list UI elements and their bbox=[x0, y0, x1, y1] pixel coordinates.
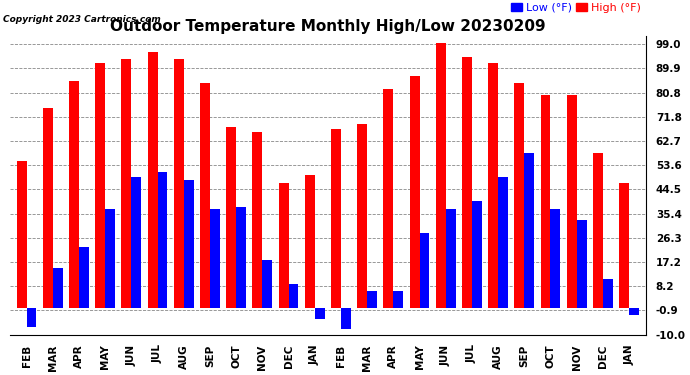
Bar bbox=[226, 127, 236, 308]
Bar bbox=[131, 177, 141, 308]
Bar bbox=[174, 59, 184, 308]
Bar bbox=[331, 129, 341, 308]
Bar bbox=[105, 209, 115, 308]
Bar bbox=[157, 172, 168, 308]
Bar bbox=[498, 177, 508, 308]
Bar bbox=[566, 95, 577, 308]
Bar bbox=[472, 201, 482, 308]
Bar bbox=[43, 108, 52, 308]
Bar bbox=[79, 247, 89, 308]
Bar bbox=[619, 183, 629, 308]
Bar bbox=[384, 90, 393, 308]
Bar bbox=[121, 59, 131, 308]
Bar bbox=[514, 83, 524, 308]
Bar bbox=[341, 308, 351, 329]
Bar bbox=[577, 220, 586, 308]
Bar bbox=[148, 52, 157, 308]
Bar bbox=[488, 63, 498, 308]
Bar bbox=[253, 132, 262, 308]
Bar bbox=[420, 233, 429, 308]
Bar bbox=[236, 207, 246, 308]
Bar bbox=[436, 43, 446, 308]
Bar bbox=[367, 291, 377, 308]
Legend: Low (°F), High (°F): Low (°F), High (°F) bbox=[511, 3, 640, 13]
Bar bbox=[184, 180, 194, 308]
Bar bbox=[305, 175, 315, 308]
Bar bbox=[69, 81, 79, 308]
Bar bbox=[462, 57, 472, 308]
Bar bbox=[262, 260, 273, 308]
Bar bbox=[446, 209, 455, 308]
Bar bbox=[17, 162, 26, 308]
Bar bbox=[603, 279, 613, 308]
Text: Copyright 2023 Cartronics.com: Copyright 2023 Cartronics.com bbox=[3, 15, 161, 24]
Bar bbox=[200, 83, 210, 308]
Bar bbox=[410, 76, 420, 308]
Bar bbox=[279, 183, 288, 308]
Title: Outdoor Temperature Monthly High/Low 20230209: Outdoor Temperature Monthly High/Low 202… bbox=[110, 19, 546, 34]
Bar bbox=[540, 95, 551, 308]
Bar bbox=[26, 308, 37, 327]
Bar bbox=[593, 153, 603, 308]
Bar bbox=[288, 284, 299, 308]
Bar bbox=[357, 124, 367, 308]
Bar bbox=[315, 308, 325, 319]
Bar bbox=[629, 308, 639, 315]
Bar bbox=[210, 209, 220, 308]
Bar bbox=[95, 63, 105, 308]
Bar bbox=[52, 268, 63, 308]
Bar bbox=[524, 153, 534, 308]
Bar bbox=[551, 209, 560, 308]
Bar bbox=[393, 291, 403, 308]
